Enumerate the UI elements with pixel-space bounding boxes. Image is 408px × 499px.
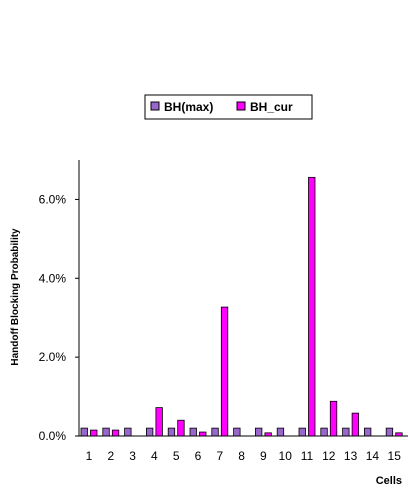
y-tick-label: 2.0% — [39, 350, 67, 364]
bar-bh-cur — [155, 407, 163, 437]
bar-bh-cur — [177, 419, 185, 437]
bar-bh-cur — [90, 429, 98, 437]
legend: BH(max) BH_cur — [144, 94, 313, 120]
x-tick-label: 13 — [344, 449, 358, 463]
bar-bh-max — [320, 427, 328, 437]
bar-bh-max — [363, 427, 372, 437]
bars — [80, 176, 403, 437]
x-axis-title: Cells — [376, 475, 402, 487]
x-tick-label: 9 — [260, 449, 267, 463]
x-tick-label: 15 — [388, 449, 402, 463]
bar-bh-max — [80, 427, 88, 437]
x-tick-label: 11 — [301, 449, 314, 463]
legend-label-bh-max: BH(max) — [164, 100, 213, 114]
bar-bh-max — [102, 427, 110, 437]
bar-bh-cur — [329, 400, 338, 437]
x-axis: 1 2 3 4 5 6 7 8 9 10 11 12 13 14 15 — [79, 435, 408, 463]
bar-bh-cur — [308, 176, 316, 437]
bar-bh-max — [124, 427, 132, 437]
bar-bh-max — [233, 427, 241, 437]
x-tick-label: 2 — [107, 449, 114, 463]
y-tick-label: 6.0% — [39, 192, 67, 206]
bar-bh-cur — [351, 412, 360, 437]
y-axis-title: Handoff Blocking Probability — [10, 228, 21, 366]
x-tick-label: 4 — [151, 449, 158, 463]
bar-bh-max — [342, 427, 350, 437]
y-axis: 0.0% 2.0% 4.0% 6.0% — [39, 160, 80, 443]
legend-swatch-bh-cur — [236, 101, 246, 111]
x-tick-label: 3 — [129, 449, 136, 463]
bar-bh-cur — [111, 429, 120, 437]
x-tick-label: 1 — [86, 449, 93, 463]
bar-bh-max — [167, 427, 176, 437]
x-tick-label: 5 — [173, 449, 180, 463]
bar-bh-max — [211, 427, 219, 437]
bar-bh-max — [189, 427, 197, 437]
bar-bh-max — [145, 427, 154, 437]
y-tick-label: 4.0% — [39, 271, 67, 285]
x-tick-label: 8 — [238, 449, 245, 463]
x-tick-label: 10 — [279, 449, 293, 463]
x-tick-label: 12 — [322, 449, 336, 463]
bar-bh-cur — [199, 431, 207, 437]
x-tick-label: 6 — [195, 449, 202, 463]
bar-bh-max — [385, 427, 394, 437]
bar-bh-cur — [220, 306, 229, 437]
y-tick-label: 0.0% — [39, 429, 67, 443]
legend-box — [144, 94, 313, 120]
legend-swatch-bh-max — [150, 101, 160, 111]
x-tick-label: 7 — [216, 449, 223, 463]
bar-bh-max — [298, 427, 306, 437]
bar-bh-max — [276, 427, 285, 437]
legend-label-bh-cur: BH_cur — [250, 100, 293, 114]
bar-bh-max — [254, 427, 263, 437]
x-tick-label: 14 — [366, 449, 380, 463]
